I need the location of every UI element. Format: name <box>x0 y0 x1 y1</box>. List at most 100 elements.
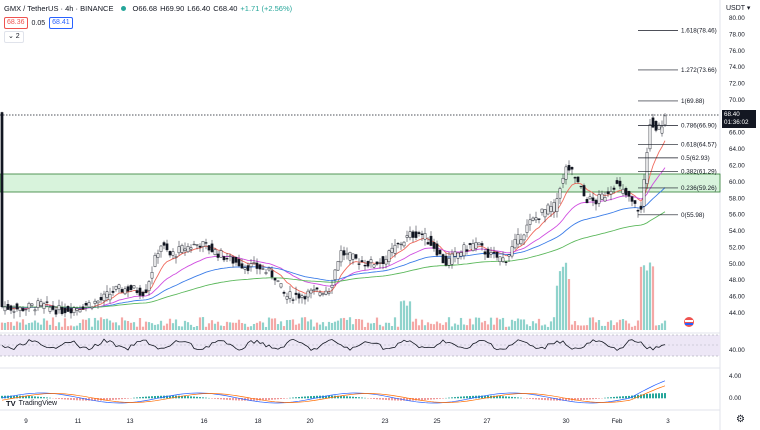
candle-body[interactable] <box>138 287 142 296</box>
candle-body[interactable] <box>273 277 277 281</box>
candle-body[interactable] <box>582 185 586 197</box>
candle-body[interactable] <box>21 308 25 312</box>
candle-body[interactable] <box>612 187 616 190</box>
candle-body[interactable] <box>93 300 97 304</box>
candle-body[interactable] <box>285 296 289 300</box>
candle-body[interactable] <box>477 242 481 246</box>
candle-body[interactable] <box>417 232 421 234</box>
candle-body[interactable] <box>636 209 640 212</box>
candle-body[interactable] <box>117 284 121 289</box>
candle-body[interactable] <box>15 303 19 310</box>
candle-body[interactable] <box>225 258 229 260</box>
candle-body[interactable] <box>294 292 298 295</box>
candle-body[interactable] <box>492 251 496 254</box>
candle-body[interactable] <box>18 306 22 311</box>
candle-body[interactable] <box>156 253 160 258</box>
candle-body[interactable] <box>195 244 199 246</box>
candle-body[interactable] <box>663 115 667 126</box>
candle-body[interactable] <box>498 256 502 262</box>
candle-body[interactable] <box>537 218 541 220</box>
candle-body[interactable] <box>252 262 256 264</box>
candle-body[interactable] <box>510 246 514 257</box>
candle-body[interactable] <box>258 264 262 270</box>
ask-price[interactable]: 68.41 <box>49 17 73 29</box>
candle-body[interactable] <box>393 244 397 254</box>
candle-body[interactable] <box>420 233 424 235</box>
candle-body[interactable] <box>309 289 313 294</box>
support-zone[interactable] <box>0 173 721 193</box>
candle-body[interactable] <box>39 301 43 306</box>
candle-body[interactable] <box>186 246 190 253</box>
candle-body[interactable] <box>438 250 442 255</box>
candle-body[interactable] <box>141 291 145 297</box>
price-axis[interactable]: 80.0078.0076.0074.0072.0070.0068.0066.00… <box>729 15 745 317</box>
candle-body[interactable] <box>531 217 535 221</box>
candle-body[interactable] <box>216 253 220 258</box>
candle-body[interactable] <box>354 254 358 259</box>
candle-body[interactable] <box>594 199 598 205</box>
candle-body[interactable] <box>60 307 64 315</box>
candle-body[interactable] <box>468 243 472 245</box>
candle-body[interactable] <box>75 308 79 311</box>
indicators-collapse-button[interactable]: ⌄ 2 <box>4 31 24 43</box>
candle-body[interactable] <box>3 306 7 312</box>
candle-body[interactable] <box>213 249 217 255</box>
candle-body[interactable] <box>633 200 637 204</box>
candle-body[interactable] <box>399 243 403 246</box>
candle-body[interactable] <box>126 286 130 292</box>
candle-body[interactable] <box>240 263 244 269</box>
candle-body[interactable] <box>618 180 622 187</box>
candle-body[interactable] <box>234 257 238 263</box>
candle-body[interactable] <box>414 231 418 238</box>
candle-body[interactable] <box>150 272 154 279</box>
candle-body[interactable] <box>318 292 322 296</box>
candle-body[interactable] <box>345 252 349 255</box>
candle-body[interactable] <box>207 245 211 251</box>
candle-body[interactable] <box>147 281 151 291</box>
candle-body[interactable] <box>108 293 112 301</box>
candle-body[interactable] <box>6 304 10 310</box>
candle-body[interactable] <box>99 297 103 301</box>
candle-body[interactable] <box>372 264 376 268</box>
candle-body[interactable] <box>396 242 400 245</box>
candle-body[interactable] <box>237 259 241 267</box>
candle-body[interactable] <box>132 285 136 289</box>
candle-body[interactable] <box>312 289 316 291</box>
candle-body[interactable] <box>381 256 385 264</box>
candle-body[interactable] <box>303 296 307 300</box>
candle-body[interactable] <box>243 267 247 270</box>
candle-body[interactable] <box>120 289 124 293</box>
candle-body[interactable] <box>87 302 91 308</box>
candle-body[interactable] <box>555 198 559 212</box>
candle-body[interactable] <box>378 262 382 264</box>
candle-body[interactable] <box>9 305 13 311</box>
candle-body[interactable] <box>564 166 568 180</box>
symbol-title[interactable]: GMX / TetherUS · 4h · BINANCE <box>4 4 114 13</box>
candle-body[interactable] <box>570 167 574 170</box>
candle-body[interactable] <box>24 308 28 311</box>
candle-body[interactable] <box>522 234 526 241</box>
candle-body[interactable] <box>105 291 109 298</box>
candle-body[interactable] <box>660 126 664 134</box>
candle-body[interactable] <box>423 233 427 240</box>
fibonacci-levels[interactable]: 1.618(78.46) 1.272(73.66) 1(69.88) 0.786(66… <box>638 28 717 219</box>
candle-body[interactable] <box>534 217 538 221</box>
candle-body[interactable] <box>42 303 46 309</box>
candle-body[interactable] <box>558 188 562 199</box>
candle-body[interactable] <box>588 196 592 200</box>
candle-body[interactable] <box>348 252 352 261</box>
candle-body[interactable] <box>57 305 61 311</box>
candle-body[interactable] <box>366 261 370 267</box>
candle-body[interactable] <box>27 303 31 309</box>
candle-body[interactable] <box>513 239 517 249</box>
candle-body[interactable] <box>552 202 556 213</box>
candle-body[interactable] <box>84 303 88 306</box>
candle-body[interactable] <box>624 188 628 196</box>
candle-body[interactable] <box>171 251 175 256</box>
candle-body[interactable] <box>360 260 364 263</box>
candle-body[interactable] <box>363 265 367 267</box>
candle-body[interactable] <box>270 270 274 278</box>
candle-body[interactable] <box>297 293 301 299</box>
candle-body[interactable] <box>426 242 430 245</box>
